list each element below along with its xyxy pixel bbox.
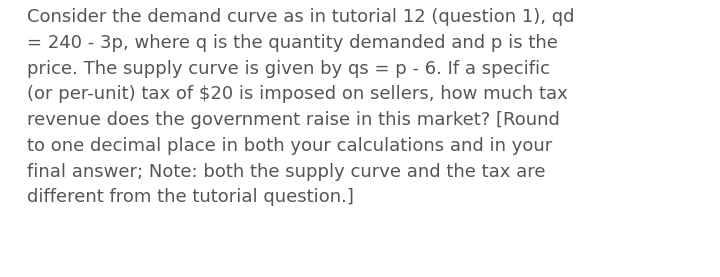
Text: Consider the demand curve as in tutorial 12 (question 1), qd
= 240 - 3p, where q: Consider the demand curve as in tutorial…	[27, 8, 575, 206]
